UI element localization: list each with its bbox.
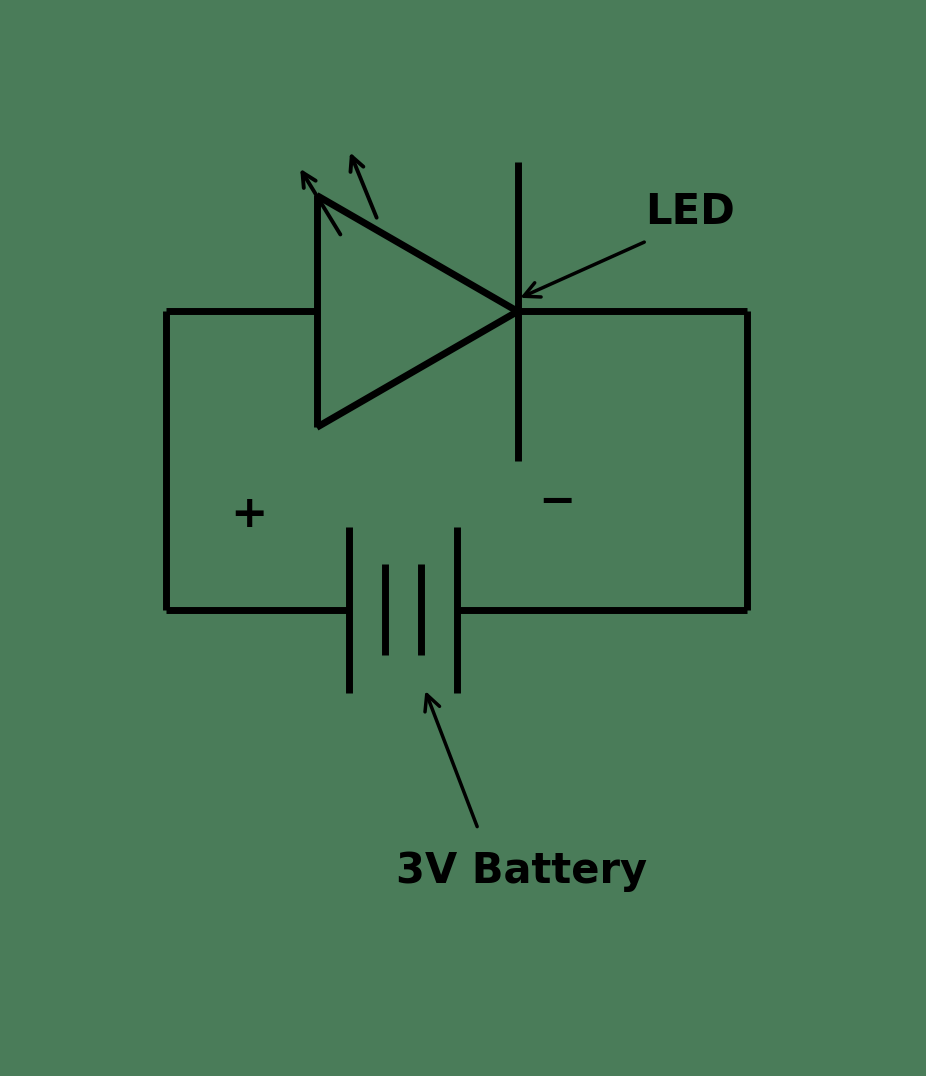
- Text: LED: LED: [645, 190, 734, 233]
- Text: −: −: [539, 481, 576, 523]
- Text: +: +: [230, 493, 268, 536]
- Text: 3V Battery: 3V Battery: [395, 850, 646, 892]
